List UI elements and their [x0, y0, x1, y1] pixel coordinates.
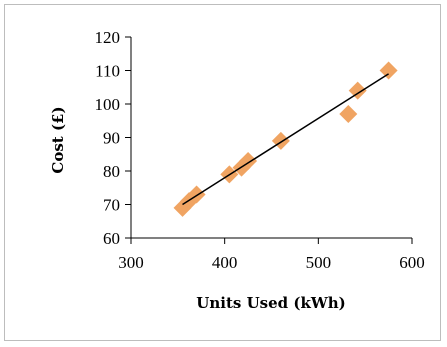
- y-tick-label: 110: [95, 62, 120, 81]
- data-point: [379, 61, 398, 80]
- y-ticks: 60 70 80 90 100 110 120: [95, 28, 131, 248]
- x-tick-label: 500: [306, 253, 332, 272]
- x-tick-label: 300: [118, 253, 144, 272]
- y-tick-label: 80: [103, 162, 120, 181]
- y-tick-label: 60: [103, 229, 120, 248]
- data-point: [339, 105, 358, 124]
- x-tick-label: 600: [399, 253, 425, 272]
- y-axis-title: Cost (£): [49, 106, 67, 173]
- x-axis-title: Units Used (kWh): [196, 294, 345, 312]
- y-tick-label: 90: [103, 129, 120, 148]
- x-tick-label: 400: [212, 253, 238, 272]
- y-tick-label: 100: [95, 95, 121, 114]
- data-point: [271, 131, 290, 150]
- trendline-group: [182, 73, 389, 206]
- data-point: [348, 81, 367, 100]
- trendline: [182, 73, 389, 206]
- y-tick-label: 120: [95, 28, 121, 47]
- y-tick-label: 70: [103, 196, 120, 215]
- x-ticks: 300 400 500 600: [118, 238, 425, 272]
